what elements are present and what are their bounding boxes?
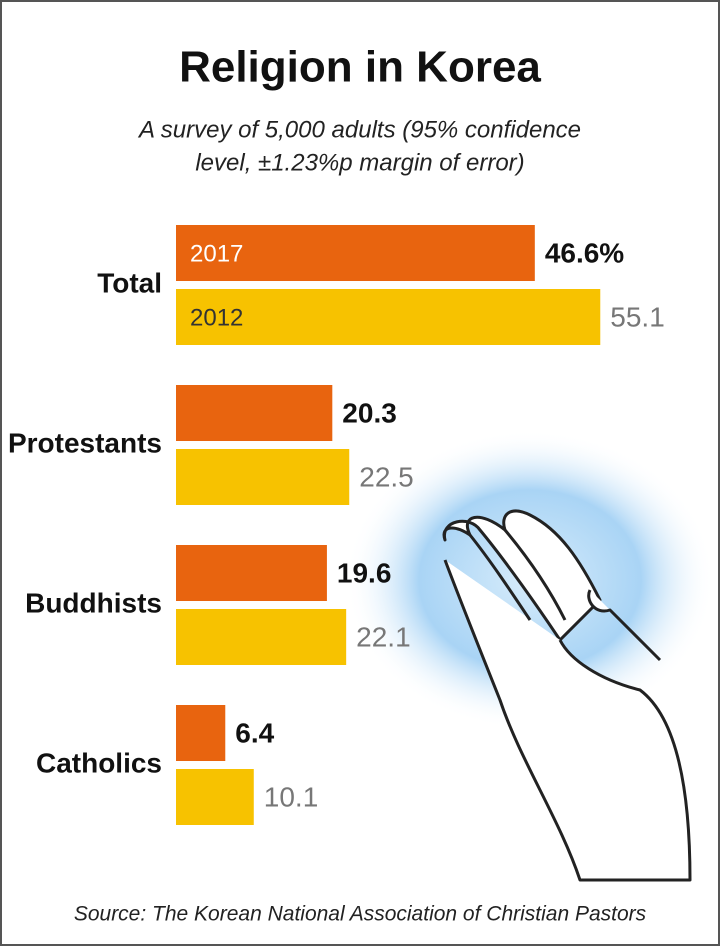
source: Source: The Korean National Association … bbox=[74, 903, 647, 926]
bar bbox=[176, 289, 601, 345]
category-label: Buddhists bbox=[25, 587, 162, 618]
category-label: Total bbox=[97, 267, 162, 298]
praying-hands bbox=[442, 509, 692, 882]
value-label: 46.6% bbox=[545, 237, 624, 268]
bar bbox=[176, 609, 347, 665]
category-label: Protestants bbox=[8, 427, 162, 458]
bar bbox=[176, 385, 333, 441]
subtitle: A survey of 5,000 adults (95% confidence bbox=[137, 116, 581, 143]
value-label: 10.1 bbox=[264, 781, 319, 812]
value-label: 20.3 bbox=[342, 397, 397, 428]
value-label: 22.5 bbox=[359, 461, 414, 492]
value-label: 55.1 bbox=[610, 301, 665, 332]
value-label: 22.1 bbox=[356, 621, 411, 652]
bar bbox=[176, 225, 535, 281]
legend-label: 2012 bbox=[190, 304, 243, 331]
value-label: 19.6 bbox=[337, 557, 392, 588]
bar bbox=[176, 449, 350, 505]
bar bbox=[176, 705, 226, 761]
subtitle: level, ±1.23%p margin of error) bbox=[195, 149, 524, 176]
value-label: 6.4 bbox=[235, 717, 274, 748]
bar bbox=[176, 545, 327, 601]
chart-title: Religion in Korea bbox=[179, 43, 541, 92]
legend-label: 2017 bbox=[190, 240, 243, 267]
bar bbox=[176, 769, 254, 825]
category-label: Catholics bbox=[36, 747, 162, 778]
